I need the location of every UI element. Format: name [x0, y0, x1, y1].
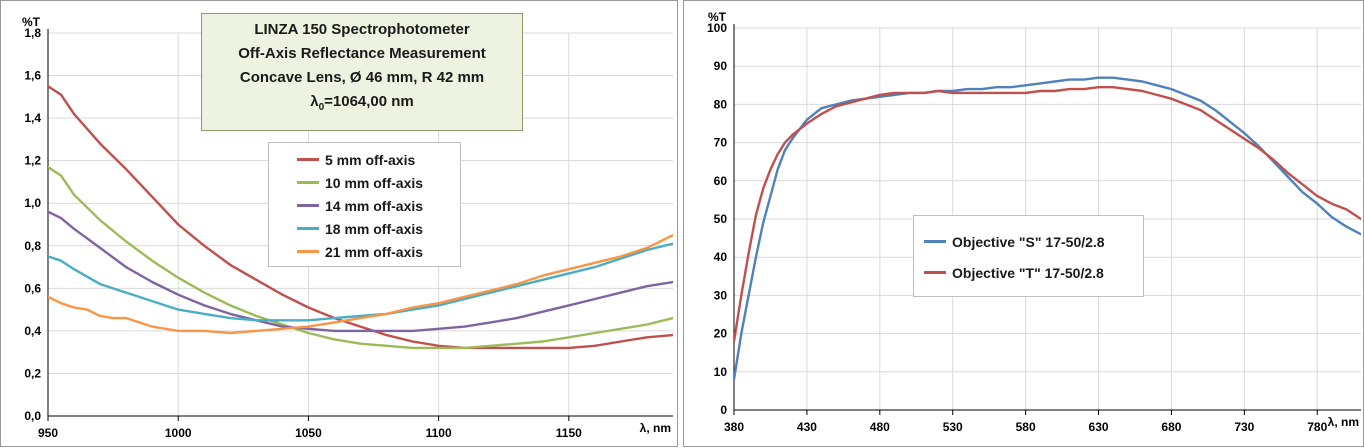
chart-title-line-3: Concave Lens, Ø 46 mm, R 42 mm [239, 69, 485, 86]
y-tick-label: 50 [714, 212, 728, 226]
y-axis-title: %T [22, 15, 41, 29]
legend-item: Objective "S" 17-50/2.8 [924, 226, 1143, 257]
x-tick-label: 1000 [165, 426, 192, 440]
right-chart-panel: 0 10 20 30 40 50 60 70 80 90 100 380 430 480 530 580 630… [683, 0, 1364, 447]
y-tick-label: 0,0 [24, 409, 41, 423]
x-tick-label: 1100 [426, 426, 452, 440]
legend-label: Objective "S" 17-50/2.8 [952, 233, 1105, 250]
series-line [734, 76, 1361, 381]
y-tick-label: 1,8 [24, 26, 41, 40]
x-tick-label: 780 [1307, 420, 1327, 434]
legend-label: 5 mm off-axis [325, 151, 416, 168]
left-chart-panel: 0,0 0,2 0,4 0,6 0,8 1,0 1,2 1,4 1,6 1,8 950 1000 105… [0, 0, 678, 447]
legend-label: 14 mm off-axis [325, 197, 424, 214]
x-tick-label: 380 [724, 420, 744, 434]
legend-label: Objective "T" 17-50/2.8 [952, 264, 1104, 281]
left-chart-legend: 5 mm off-axis 10 mm off-axis 14 mm off-axi… [268, 142, 461, 267]
y-tick-label: 60 [714, 174, 728, 188]
y-tick-label: 40 [714, 250, 728, 264]
y-tick-label: 0,8 [24, 239, 41, 253]
legend-swatch [297, 204, 319, 207]
y-tick-label: 10 [714, 365, 728, 379]
legend-item: 5 mm off-axis [297, 148, 460, 171]
y-tick-label: 1,4 [24, 111, 41, 125]
chart-title-line-1: LINZA 150 Spectrophotometer [254, 21, 470, 38]
legend-label: 18 mm off-axis [325, 220, 424, 237]
series-line [48, 165, 673, 350]
y-tick-label: 0,6 [24, 281, 41, 295]
legend-swatch [297, 227, 319, 230]
x-tick-label: 730 [1234, 420, 1254, 434]
legend-item: Objective "T" 17-50/2.8 [924, 257, 1143, 288]
y-tick-label: 20 [714, 327, 728, 341]
chart-title-box: LINZA 150 Spectrophotometer Off-Axis Ref… [201, 13, 523, 131]
x-tick-label: 950 [38, 426, 58, 440]
y-tick-label: 0,2 [24, 366, 41, 380]
chart-title-line-2: Off-Axis Reflectance Measurement [238, 45, 486, 62]
y-tick-label: 90 [714, 59, 728, 73]
x-tick-label: 580 [1016, 420, 1036, 434]
legend-swatch [297, 181, 319, 184]
x-tick-label: 430 [797, 420, 817, 434]
series-line [48, 85, 673, 350]
y-tick-label: 1,2 [24, 154, 41, 168]
x-tick-label: 1050 [295, 426, 322, 440]
legend-label: 10 mm off-axis [325, 174, 424, 191]
x-tick-label: 680 [1161, 420, 1181, 434]
x-tick-label: 480 [870, 420, 890, 434]
chart-title-line-4: λ0=1064,00 nm [310, 93, 414, 113]
series-line [48, 210, 673, 333]
series-line [48, 233, 673, 335]
legend-item: 14 mm off-axis [297, 194, 460, 217]
y-tick-label: 0 [720, 403, 727, 417]
legend-swatch [924, 240, 946, 243]
x-tick-label: 1150 [556, 426, 582, 440]
legend-item: 18 mm off-axis [297, 217, 460, 240]
x-axis-title: λ, nm [640, 421, 671, 435]
y-axis-title: %T [708, 10, 727, 24]
legend-swatch [297, 250, 319, 253]
series-line [48, 242, 673, 322]
legend-label: 21 mm off-axis [325, 243, 424, 260]
x-axis-title: λ, nm [1328, 415, 1359, 429]
x-tick-label: 530 [943, 420, 963, 434]
y-tick-label: 30 [714, 288, 728, 302]
x-tick-label: 630 [1089, 420, 1109, 434]
legend-swatch [924, 271, 946, 274]
y-tick-label: 100 [707, 21, 727, 35]
y-tick-label: 1,0 [24, 196, 41, 210]
right-chart-legend: Objective "S" 17-50/2.8 Objective "T" 17-… [913, 215, 1144, 297]
y-tick-label: 80 [714, 97, 728, 111]
y-tick-label: 70 [714, 136, 728, 150]
legend-item: 21 mm off-axis [297, 240, 460, 263]
legend-swatch [297, 158, 319, 161]
legend-item: 10 mm off-axis [297, 171, 460, 194]
right-chart-svg: 0 10 20 30 40 50 60 70 80 90 100 380 430 480 530 580 630… [707, 10, 1361, 434]
y-tick-label: 0,4 [24, 324, 41, 338]
y-tick-label: 1,6 [24, 69, 41, 83]
series-line [734, 86, 1361, 343]
